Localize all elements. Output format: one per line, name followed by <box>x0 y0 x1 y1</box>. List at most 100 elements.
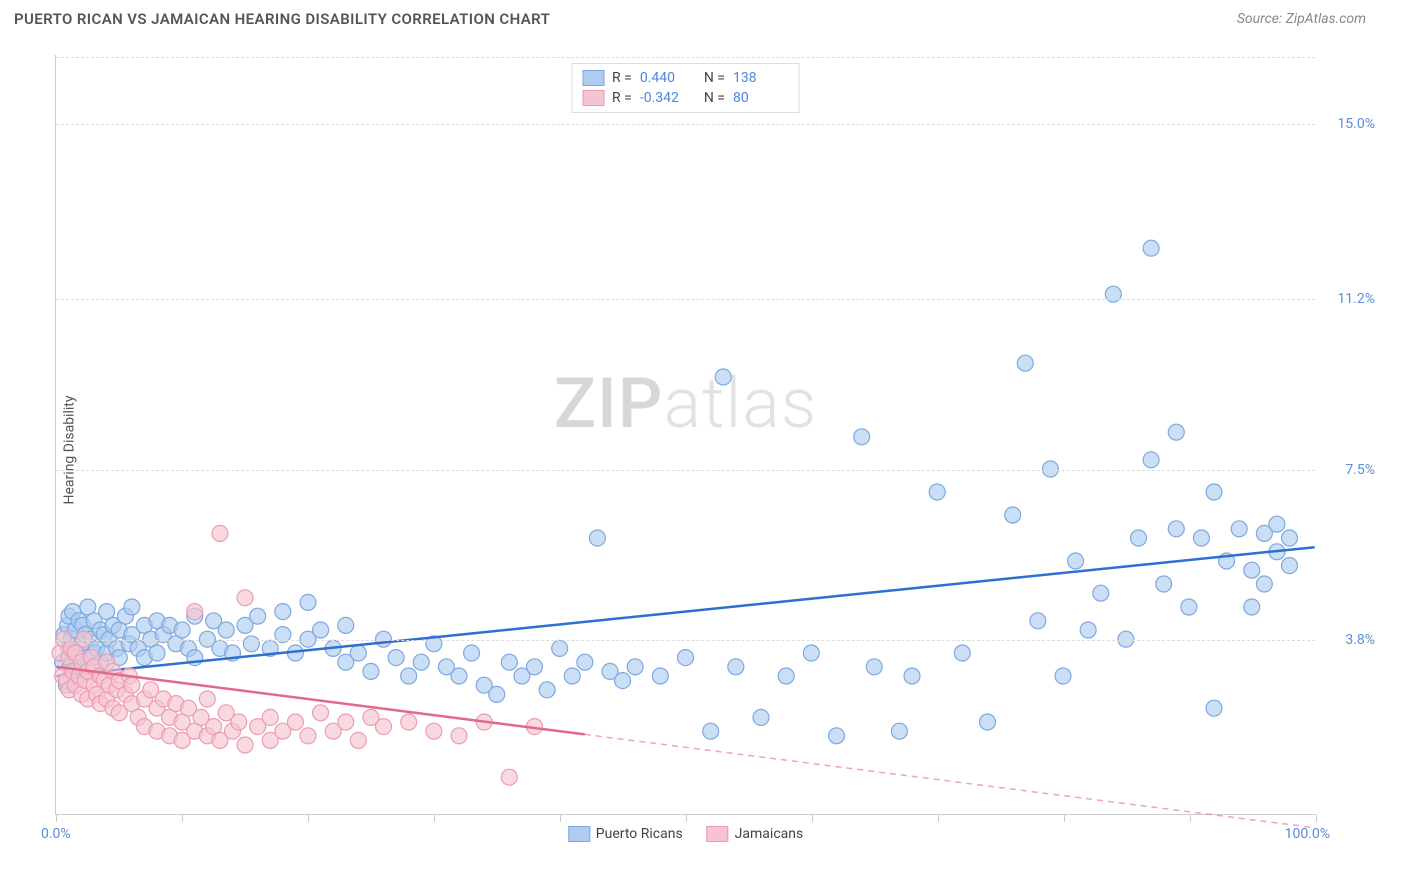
data-point <box>187 604 203 620</box>
legend-label-series2: Jamaicans <box>735 826 804 842</box>
data-point <box>338 617 354 633</box>
chart-header: PUERTO RICAN VS JAMAICAN HEARING DISABIL… <box>0 0 1406 38</box>
data-point <box>1143 452 1159 468</box>
data-point <box>231 714 247 730</box>
x-tick <box>1190 814 1191 822</box>
stats-row-series1: R = 0.440 N = 138 <box>582 68 789 88</box>
data-point <box>237 590 253 606</box>
data-point <box>1030 613 1046 629</box>
data-point <box>413 654 429 670</box>
x-tick <box>560 814 561 822</box>
r-value-series1: 0.440 <box>640 70 696 86</box>
data-point <box>262 709 278 725</box>
data-point <box>313 705 329 721</box>
data-point <box>1143 240 1159 256</box>
data-point <box>866 659 882 675</box>
legend-item-series2: Jamaicans <box>707 826 804 842</box>
swatch-series2 <box>582 90 604 106</box>
x-tick <box>686 814 687 822</box>
data-point <box>904 668 920 684</box>
data-point <box>753 709 769 725</box>
data-point <box>376 719 392 735</box>
x-tick <box>1064 814 1065 822</box>
plot-area: ZIPatlas R = 0.440 N = 138 R = -0.342 N … <box>55 55 1315 815</box>
gridline <box>56 299 1315 300</box>
legend-swatch-series2 <box>707 826 729 842</box>
data-point <box>1156 576 1172 592</box>
data-point <box>149 645 165 661</box>
y-tick-label: 3.8% <box>1345 632 1375 648</box>
data-point <box>527 659 543 675</box>
stats-row-series2: R = -0.342 N = 80 <box>582 88 789 108</box>
data-point <box>501 769 517 785</box>
x-axis-min-label: 0.0% <box>41 826 71 842</box>
data-point <box>300 594 316 610</box>
data-point <box>1168 521 1184 537</box>
data-point <box>1206 700 1222 716</box>
swatch-series1 <box>582 70 604 86</box>
data-point <box>652 668 668 684</box>
legend-item-series1: Puerto Ricans <box>568 826 683 842</box>
data-point <box>174 622 190 638</box>
data-point <box>803 645 819 661</box>
data-point <box>1256 576 1272 592</box>
data-point <box>287 714 303 730</box>
x-axis-max-label: 100.0% <box>1285 826 1330 842</box>
data-point <box>1282 530 1298 546</box>
data-point <box>350 645 366 661</box>
gridline <box>56 470 1315 471</box>
x-tick <box>56 814 57 822</box>
data-point <box>1282 558 1298 574</box>
gridline <box>56 57 1315 58</box>
data-point <box>237 737 253 753</box>
data-point <box>199 691 215 707</box>
data-point <box>243 636 259 652</box>
x-tick <box>812 814 813 822</box>
gridline <box>56 124 1315 125</box>
data-point <box>401 714 417 730</box>
data-point <box>615 673 631 689</box>
data-point <box>124 599 140 615</box>
x-tick <box>938 814 939 822</box>
n-value-series2: 80 <box>733 90 789 106</box>
data-point <box>218 622 234 638</box>
data-point <box>728 659 744 675</box>
gridline <box>56 640 1315 641</box>
x-tick <box>182 814 183 822</box>
data-point <box>703 723 719 739</box>
data-point <box>627 659 643 675</box>
series-legend: Puerto Ricans Jamaicans <box>568 826 803 842</box>
data-point <box>589 530 605 546</box>
data-point <box>1193 530 1209 546</box>
data-point <box>1168 424 1184 440</box>
data-point <box>1244 599 1260 615</box>
data-point <box>552 640 568 656</box>
stats-legend: R = 0.440 N = 138 R = -0.342 N = 80 <box>571 63 800 113</box>
y-tick-label: 7.5% <box>1345 462 1375 478</box>
data-point <box>313 622 329 638</box>
data-point <box>300 728 316 744</box>
n-value-series1: 138 <box>733 70 789 86</box>
data-point <box>363 663 379 679</box>
x-tick <box>308 814 309 822</box>
y-tick-label: 11.2% <box>1337 291 1375 307</box>
data-point <box>778 668 794 684</box>
data-point <box>350 732 366 748</box>
data-point <box>212 525 228 541</box>
data-point <box>451 728 467 744</box>
data-point <box>678 650 694 666</box>
data-point <box>275 604 291 620</box>
data-point <box>980 714 996 730</box>
data-point <box>388 650 404 666</box>
data-point <box>451 668 467 684</box>
data-point <box>464 645 480 661</box>
chart-title: PUERTO RICAN VS JAMAICAN HEARING DISABIL… <box>14 10 550 28</box>
data-point <box>1269 516 1285 532</box>
x-tick <box>1316 814 1317 822</box>
chart-source: Source: ZipAtlas.com <box>1237 11 1366 27</box>
data-point <box>1181 599 1197 615</box>
data-point <box>489 686 505 702</box>
data-point <box>1017 355 1033 371</box>
data-point <box>250 608 266 624</box>
data-point <box>338 714 354 730</box>
